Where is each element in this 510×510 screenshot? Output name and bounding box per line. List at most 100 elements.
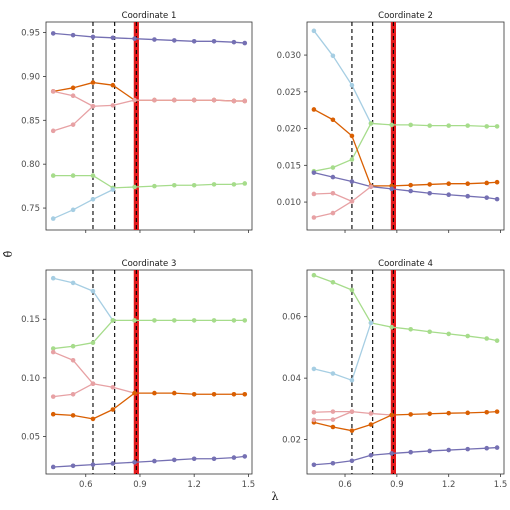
data-point-purple (152, 458, 157, 464)
data-point-green (330, 279, 336, 285)
data-point-pink (90, 381, 96, 387)
y-tick-label: 0.04 (282, 374, 301, 384)
data-point-purple (494, 445, 500, 450)
series-line-green (313, 274, 498, 342)
data-point-orange (446, 410, 452, 416)
data-point-green (484, 124, 490, 129)
data-point-green (152, 183, 157, 189)
data-point-purple (427, 448, 432, 454)
data-point-orange (389, 412, 394, 418)
data-point-orange (427, 182, 432, 187)
data-point-purple (484, 195, 490, 200)
data-point-pink (132, 97, 137, 103)
data-point-pink (330, 210, 336, 216)
data-point-purple (494, 196, 500, 202)
panel-3: Coordinate 3 0.05 0.10 0.15 0.6 0.9 1.2 1.5 (21, 259, 255, 490)
data-point-blue (50, 216, 56, 221)
data-point-orange (90, 416, 96, 422)
x-axis-label: λ (272, 490, 279, 503)
data-point-purple (311, 170, 317, 175)
data-point-purple (311, 462, 317, 468)
data-point-pink (50, 89, 56, 94)
data-point-orange (408, 412, 413, 417)
data-point-blue (330, 53, 336, 59)
data-point-orange (132, 390, 137, 396)
data-point-purple (191, 39, 197, 44)
y-tick-label: 0.05 (21, 432, 40, 442)
data-point-green (171, 318, 177, 323)
x-tick-label: 0.9 (133, 480, 147, 490)
data-point-blue (368, 320, 374, 326)
data-point-green (50, 173, 56, 178)
data-point-pink (311, 215, 317, 220)
data-point-orange (311, 107, 317, 112)
data-point-blue (50, 275, 56, 281)
data-point-green (427, 123, 432, 128)
data-point-orange (242, 391, 248, 397)
panel-title: Coordinate 4 (378, 259, 433, 269)
data-point-orange (330, 424, 336, 430)
data-point-green (242, 181, 248, 186)
data-point-purple (231, 39, 237, 45)
data-point-blue (90, 196, 96, 202)
data-point-purple (152, 37, 157, 42)
data-point-purple (465, 446, 471, 452)
data-point-orange (231, 391, 237, 397)
data-point-green (408, 326, 413, 332)
data-point-orange (90, 80, 96, 85)
data-point-green (191, 318, 197, 323)
data-point-green (132, 184, 137, 190)
data-point-orange (70, 413, 76, 418)
data-point-green (132, 318, 137, 323)
data-point-purple (389, 186, 394, 192)
data-point-blue (311, 28, 317, 34)
data-point-purple (191, 456, 197, 462)
data-point-green (465, 123, 471, 128)
data-point-orange (427, 411, 432, 417)
data-point-green (211, 182, 217, 187)
data-point-green (70, 173, 76, 178)
data-point-purple (446, 447, 452, 453)
data-point-purple (171, 38, 177, 43)
y-tick-label: 0.15 (21, 315, 40, 325)
data-point-purple (330, 460, 336, 466)
data-point-green (110, 318, 116, 323)
data-point-orange (171, 390, 177, 396)
y-tick-label: 0.015 (277, 161, 301, 171)
data-point-orange (330, 117, 336, 123)
series-line-orange (53, 392, 245, 420)
data-point-pink (110, 103, 116, 108)
y-tick-label: 0.06 (282, 313, 301, 323)
data-point-purple (242, 40, 248, 46)
panel-1: Coordinate 1 0.75 0.80 0.85 0.90 0.95 (21, 11, 253, 233)
y-tick-label: 0.80 (21, 160, 40, 170)
y-axis-label: θ̂ (2, 250, 15, 257)
series-line-pink (53, 105, 94, 132)
data-point-green (494, 338, 500, 343)
data-point-purple (242, 454, 248, 459)
data-point-green (368, 121, 374, 126)
x-tick-label: 0.9 (390, 480, 404, 490)
data-point-pink (50, 349, 56, 355)
data-point-pink (191, 97, 197, 103)
data-point-purple (211, 39, 217, 44)
data-point-blue (349, 82, 355, 88)
data-point-orange (152, 390, 157, 396)
data-point-purple (427, 190, 432, 196)
data-point-pink (311, 417, 317, 423)
y-tick-label: 0.10 (21, 374, 40, 384)
data-point-pink (70, 391, 76, 397)
data-point-green (484, 336, 490, 341)
y-tick-label: 0.75 (21, 204, 40, 214)
data-point-green (311, 272, 317, 278)
data-point-pink (50, 394, 56, 399)
data-point-green (90, 340, 96, 345)
data-point-pink (171, 97, 177, 103)
data-point-blue (110, 187, 116, 192)
series-line-orange (313, 108, 498, 187)
data-point-orange (70, 85, 76, 91)
series-line-orange (313, 410, 498, 432)
data-point-orange (110, 82, 116, 88)
data-point-orange (110, 407, 116, 412)
data-point-green (389, 324, 394, 330)
